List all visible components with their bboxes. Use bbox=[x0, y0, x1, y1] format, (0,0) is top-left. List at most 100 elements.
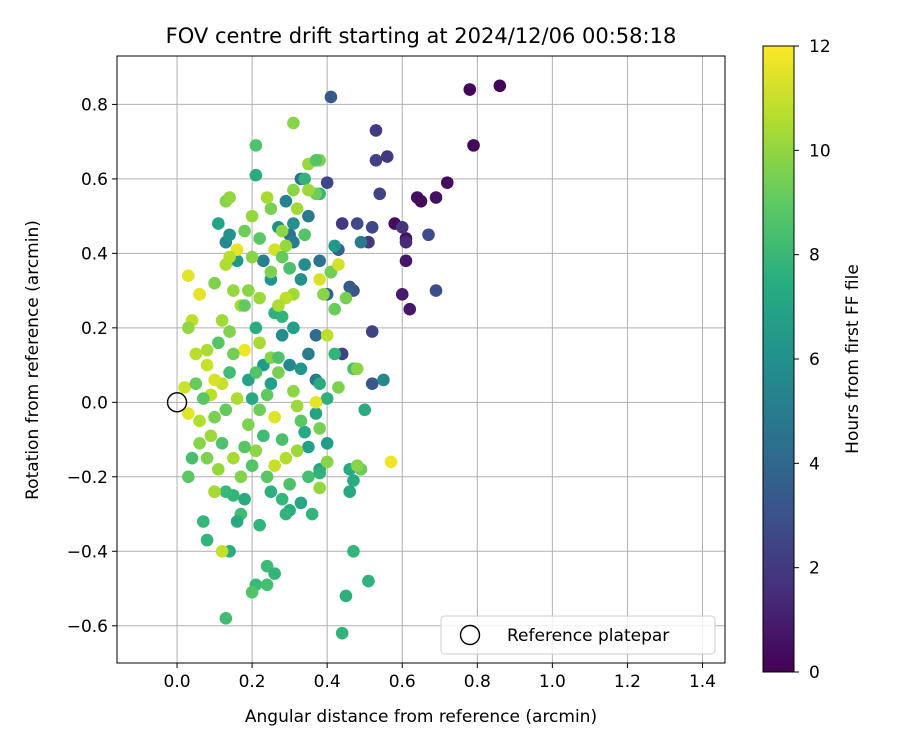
data-point bbox=[395, 221, 409, 234]
x-axis-label: Angular distance from reference (arcmin) bbox=[245, 707, 597, 727]
grid-lines bbox=[117, 56, 725, 663]
data-point bbox=[238, 492, 251, 506]
data-point bbox=[365, 377, 379, 391]
data-point bbox=[189, 347, 203, 361]
data-point bbox=[227, 347, 240, 361]
data-point bbox=[272, 299, 285, 312]
colorbar-gradient bbox=[762, 45, 795, 673]
data-point bbox=[332, 381, 345, 394]
colorbar-label: Hours from first FF file bbox=[843, 264, 863, 454]
data-point bbox=[362, 574, 375, 588]
data-point bbox=[227, 451, 240, 465]
data-point bbox=[287, 183, 300, 197]
data-point bbox=[298, 425, 311, 439]
data-point bbox=[257, 254, 270, 268]
x-tick-label: 0.6 bbox=[389, 672, 416, 692]
y-tick-label: 0.8 bbox=[81, 95, 108, 115]
data-point bbox=[294, 362, 308, 376]
y-tick-label: −0.6 bbox=[67, 617, 108, 637]
data-point bbox=[193, 288, 206, 301]
colorbar-tick-label: 2 bbox=[809, 559, 820, 579]
data-point bbox=[223, 366, 236, 379]
data-point bbox=[275, 224, 289, 238]
data-point bbox=[298, 228, 311, 242]
data-point bbox=[313, 422, 326, 435]
data-point bbox=[302, 347, 315, 361]
data-point bbox=[238, 224, 251, 238]
y-tick-label: −0.4 bbox=[67, 542, 108, 562]
data-point bbox=[230, 392, 244, 405]
data-point bbox=[200, 451, 214, 465]
chart-title: FOV centre drift starting at 2024/12/06 … bbox=[166, 24, 677, 48]
colorbar-tick-label: 10 bbox=[809, 141, 831, 161]
data-point bbox=[313, 273, 326, 286]
data-point bbox=[249, 168, 263, 182]
data-point bbox=[298, 258, 311, 271]
data-point bbox=[302, 470, 315, 484]
data-point bbox=[320, 455, 334, 469]
data-point bbox=[373, 187, 387, 201]
data-point bbox=[287, 321, 300, 335]
data-point bbox=[272, 351, 285, 364]
data-point bbox=[309, 407, 323, 420]
data-point bbox=[313, 481, 326, 495]
data-point bbox=[317, 288, 330, 301]
data-point bbox=[279, 451, 293, 465]
data-point bbox=[294, 496, 308, 510]
data-point bbox=[223, 325, 236, 338]
data-point bbox=[324, 90, 338, 104]
data-point bbox=[253, 291, 266, 305]
data-point bbox=[212, 463, 225, 476]
data-point bbox=[264, 202, 278, 215]
data-point bbox=[275, 328, 289, 342]
data-point bbox=[208, 276, 221, 290]
data-point bbox=[253, 336, 266, 350]
y-axis-label: Rotation from reference (arcmin) bbox=[23, 220, 43, 500]
data-point bbox=[339, 589, 353, 603]
data-point bbox=[249, 366, 263, 379]
data-point bbox=[287, 116, 300, 130]
data-point bbox=[350, 217, 364, 230]
data-point bbox=[238, 343, 251, 357]
data-point bbox=[358, 403, 372, 417]
colorbar-tick-label: 12 bbox=[809, 37, 831, 57]
data-point bbox=[302, 209, 315, 223]
data-point bbox=[347, 544, 360, 558]
data-point bbox=[399, 235, 413, 249]
data-point bbox=[290, 444, 304, 458]
data-point bbox=[335, 626, 349, 640]
data-point bbox=[302, 440, 315, 454]
data-point bbox=[275, 310, 289, 323]
data-point bbox=[354, 235, 368, 249]
data-point bbox=[264, 265, 278, 279]
colorbar-ticks: 0 2 4 6 8 10 12 bbox=[794, 37, 831, 683]
data-point bbox=[309, 153, 323, 167]
data-point bbox=[260, 578, 274, 592]
data-point bbox=[320, 436, 334, 450]
reference-platepar-marker bbox=[166, 392, 188, 413]
data-point bbox=[369, 124, 383, 137]
data-point bbox=[414, 194, 428, 208]
data-point bbox=[245, 209, 259, 223]
data-point bbox=[208, 485, 221, 498]
data-point bbox=[365, 325, 379, 338]
data-point bbox=[320, 176, 334, 189]
data-point bbox=[422, 228, 435, 242]
y-tick-label: 0.6 bbox=[81, 170, 108, 190]
y-tick-label: 0.0 bbox=[81, 393, 108, 413]
data-point bbox=[313, 377, 326, 391]
data-point bbox=[350, 459, 364, 472]
data-point bbox=[238, 440, 251, 454]
legend-reference-marker bbox=[459, 624, 481, 646]
y-tick-label: −0.2 bbox=[67, 468, 108, 488]
data-point bbox=[264, 485, 278, 498]
data-point bbox=[377, 373, 390, 387]
x-axis-ticks: 0.0 0.2 0.4 0.6 0.8 1.0 1.2 1.4 bbox=[164, 663, 716, 692]
data-point bbox=[253, 518, 266, 532]
data-point bbox=[429, 191, 443, 204]
data-point bbox=[223, 250, 236, 264]
data-point bbox=[193, 436, 206, 450]
data-point bbox=[189, 377, 203, 391]
data-point bbox=[320, 328, 334, 342]
data-point bbox=[298, 172, 311, 186]
